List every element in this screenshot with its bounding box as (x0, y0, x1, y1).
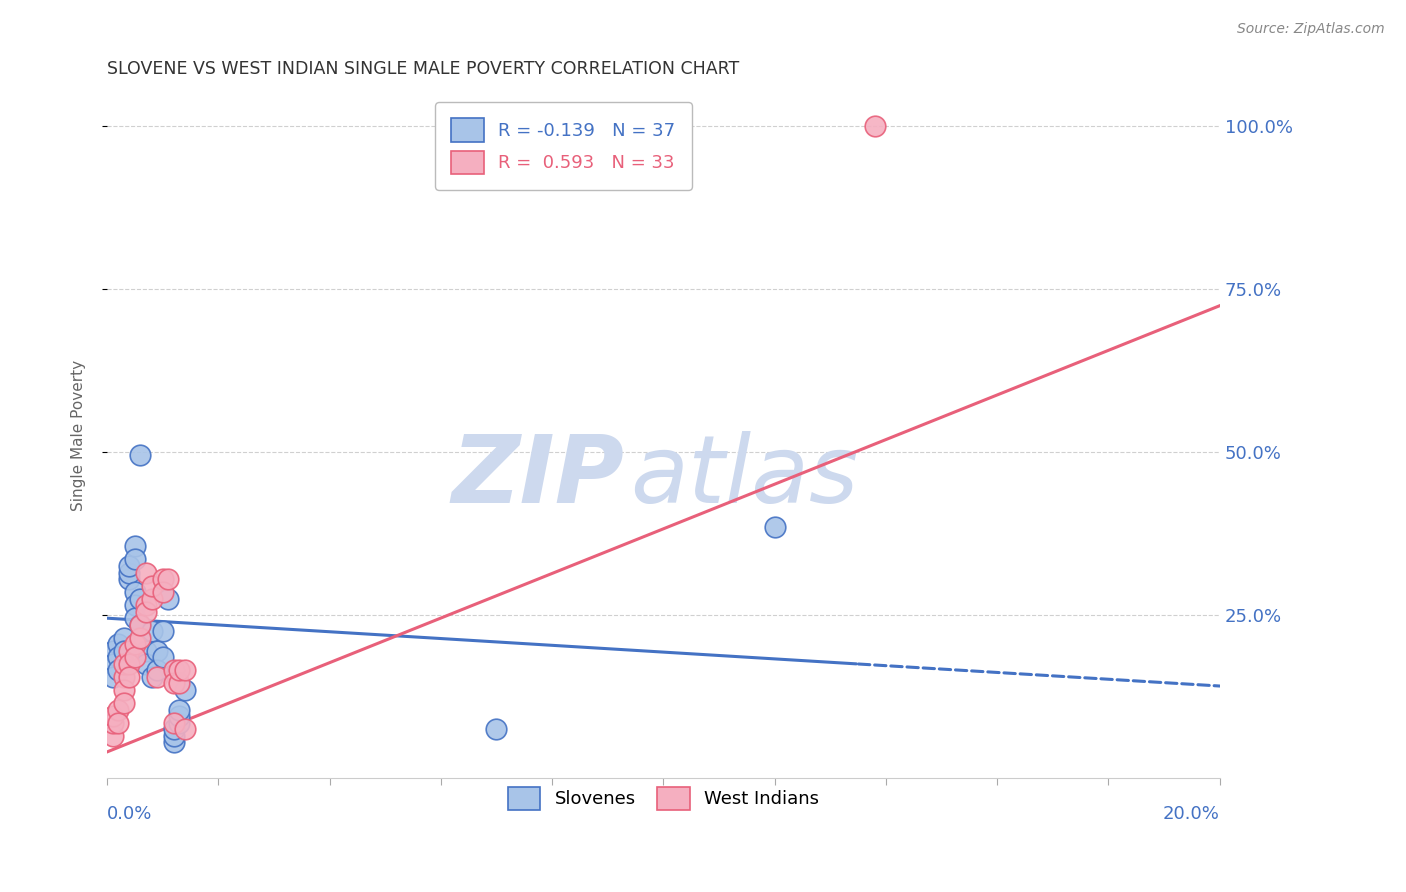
Point (163, 664, 186, 678)
Point (124, 540, 146, 554)
Point (107, 650, 129, 665)
Point (101, 657, 124, 671)
Point (135, 657, 157, 671)
Point (163, 715, 186, 730)
Point (112, 644, 135, 658)
Point (112, 682, 135, 697)
Point (169, 676, 191, 690)
Text: ZIP: ZIP (451, 431, 624, 523)
Point (101, 670, 124, 684)
Point (129, 617, 152, 632)
Point (163, 722, 186, 736)
Point (112, 670, 135, 684)
Point (112, 696, 135, 710)
Point (124, 637, 146, 651)
Point (141, 670, 163, 684)
Point (101, 729, 124, 743)
Point (135, 605, 157, 619)
Text: atlas: atlas (630, 431, 858, 522)
Point (174, 682, 197, 697)
Text: Source: ZipAtlas.com: Source: ZipAtlas.com (1237, 22, 1385, 37)
Point (124, 552, 146, 566)
Point (118, 657, 141, 671)
Point (163, 729, 186, 743)
Point (152, 572, 174, 586)
Text: SLOVENE VS WEST INDIAN SINGLE MALE POVERTY CORRELATION CHART: SLOVENE VS WEST INDIAN SINGLE MALE POVER… (107, 60, 740, 78)
Point (112, 631, 135, 645)
Point (118, 559, 141, 574)
Point (124, 611, 146, 625)
Point (129, 448, 152, 462)
Point (107, 637, 129, 651)
Point (129, 617, 152, 632)
Point (135, 566, 157, 580)
Point (124, 585, 146, 599)
Text: 0.0%: 0.0% (107, 805, 152, 823)
Point (101, 709, 124, 723)
Y-axis label: Single Male Poverty: Single Male Poverty (72, 360, 86, 511)
Legend: Slovenes, West Indians: Slovenes, West Indians (501, 780, 827, 817)
Point (141, 624, 163, 639)
Point (174, 664, 197, 678)
Point (152, 585, 174, 599)
Point (118, 572, 141, 586)
Point (157, 572, 180, 586)
Point (135, 598, 157, 612)
Point (135, 644, 157, 658)
Point (146, 670, 169, 684)
Point (141, 578, 163, 592)
Point (169, 715, 191, 730)
Point (107, 715, 129, 730)
Point (169, 709, 191, 723)
Point (146, 664, 169, 678)
Point (163, 676, 186, 690)
Point (141, 591, 163, 606)
Point (118, 670, 141, 684)
Point (124, 598, 146, 612)
Point (124, 650, 146, 665)
Point (169, 702, 191, 716)
Point (107, 664, 129, 678)
Point (129, 591, 152, 606)
Point (101, 644, 124, 658)
Point (146, 644, 169, 658)
Point (863, 119, 886, 133)
Point (112, 657, 135, 671)
Point (129, 631, 152, 645)
Point (152, 624, 174, 639)
Point (485, 722, 508, 736)
Text: 20.0%: 20.0% (1163, 805, 1220, 823)
Point (118, 644, 141, 658)
Point (107, 702, 129, 716)
Point (169, 664, 191, 678)
Point (157, 591, 180, 606)
Point (152, 650, 174, 665)
Point (763, 520, 786, 534)
Point (174, 722, 197, 736)
Point (163, 735, 186, 749)
Point (118, 566, 141, 580)
Point (101, 715, 124, 730)
